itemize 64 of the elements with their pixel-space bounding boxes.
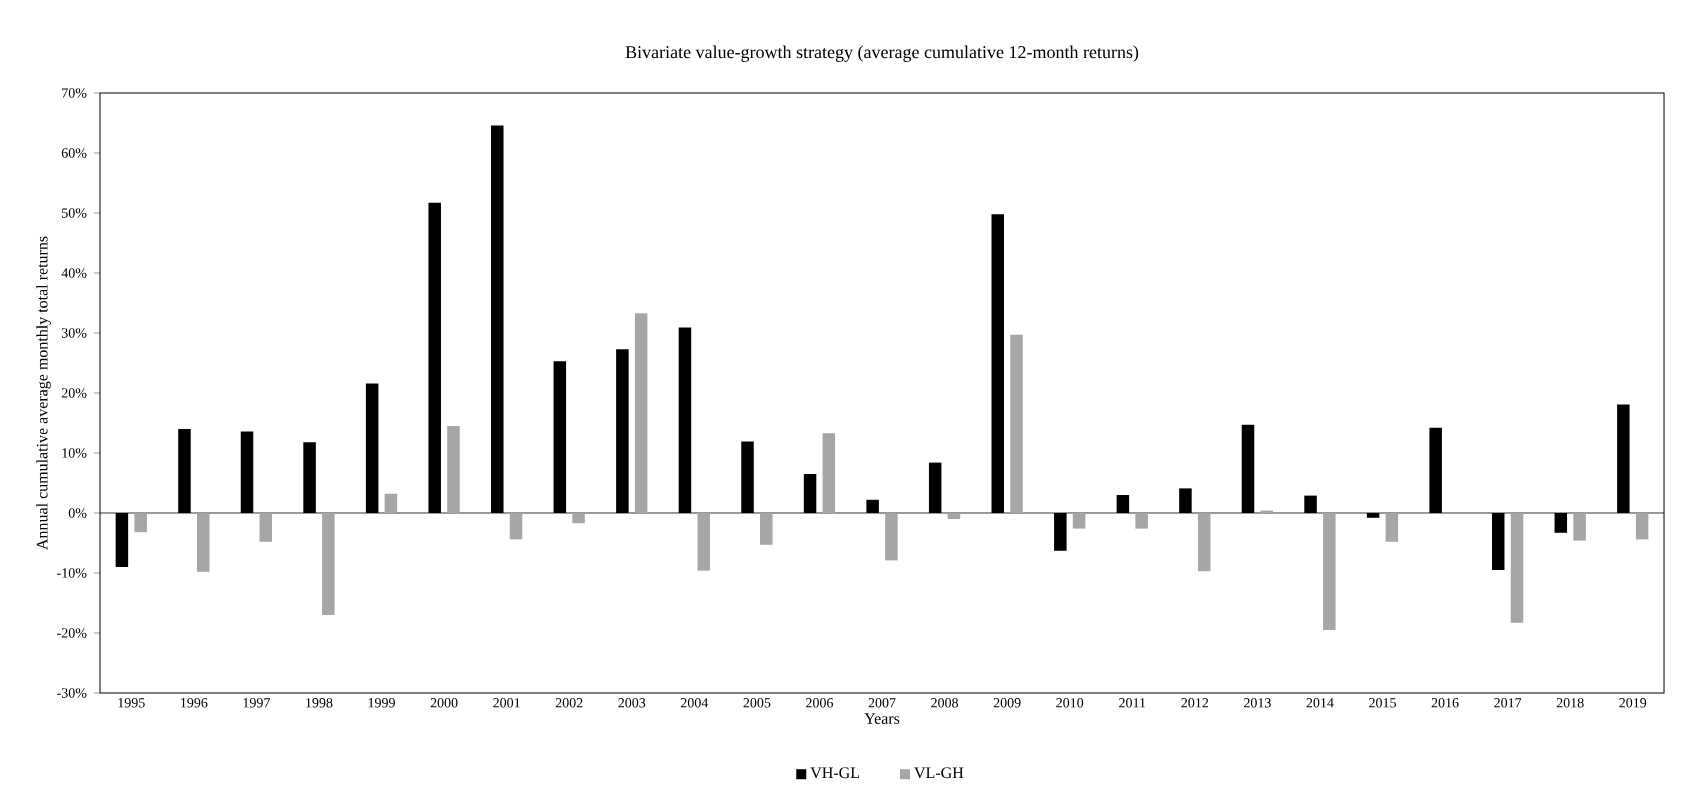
- bar: [572, 513, 585, 524]
- x-tick-label: 2017: [1494, 698, 1522, 708]
- x-tick-label: 1998: [306, 698, 333, 708]
- x-tick-label: 2019: [1619, 698, 1647, 708]
- y-tick-label: -10%: [57, 568, 87, 578]
- bar: [1635, 513, 1649, 540]
- bar: [697, 513, 710, 571]
- x-tick-label: 2004: [680, 698, 709, 708]
- bar: [134, 513, 147, 533]
- x-axis-title: Years: [864, 713, 900, 724]
- x-tick-label: 2005: [743, 698, 771, 708]
- y-axis-title: Annual cumulative average monthly total returns: [36, 236, 51, 550]
- y-tick-label: -30%: [57, 688, 87, 698]
- bar: [1135, 513, 1148, 529]
- bar: [384, 493, 398, 513]
- bar: [322, 513, 335, 615]
- legend-label: VH-GL: [810, 767, 860, 779]
- bar: [1010, 334, 1023, 513]
- bar: [634, 313, 648, 513]
- x-tick-label: 2015: [1369, 698, 1396, 708]
- bar: [1072, 513, 1086, 529]
- bar: [1573, 513, 1586, 541]
- bar: [259, 513, 273, 542]
- bar: [947, 513, 961, 519]
- bar: [1197, 513, 1211, 572]
- bar: [1510, 513, 1524, 623]
- y-tick-label: -20%: [57, 628, 87, 638]
- bar: [1385, 513, 1399, 542]
- x-tick-label: 2011: [1119, 698, 1146, 708]
- bar: [760, 513, 773, 545]
- x-tick-label: 1996: [181, 698, 208, 708]
- x-tick-label: 2013: [1244, 698, 1271, 708]
- x-tick-label: 2008: [931, 698, 959, 708]
- y-tick-label: 70%: [62, 88, 87, 98]
- x-tick-label: 2018: [1556, 698, 1584, 708]
- chart-title: Bivariate value-growth strategy (average cumulative 12-month returns): [625, 45, 1139, 62]
- y-tick-label: 10%: [62, 448, 87, 458]
- x-tick-label: 1995: [118, 698, 145, 708]
- bar: [509, 513, 523, 540]
- x-tick-label: 2001: [493, 698, 520, 708]
- x-tick-label: 1999: [368, 698, 395, 708]
- y-tick-label: 50%: [62, 208, 87, 218]
- y-tick-label: 60%: [61, 148, 87, 158]
- x-tick-label: 2000: [430, 698, 458, 708]
- y-tick-label: 0%: [68, 508, 87, 518]
- bar: [885, 513, 898, 561]
- y-tick-label: 40%: [61, 268, 87, 278]
- y-tick-label: 20%: [61, 388, 87, 398]
- x-tick-label: 2014: [1306, 698, 1334, 708]
- x-tick-label: 2003: [618, 698, 646, 708]
- bar: [1323, 513, 1336, 630]
- y-tick-label: 30%: [61, 328, 87, 338]
- bar: [822, 433, 836, 513]
- x-tick-label: 1997: [243, 698, 270, 708]
- bar: [447, 425, 460, 513]
- x-tick-label: 2009: [993, 698, 1021, 708]
- x-tick-label: 2010: [1056, 698, 1084, 708]
- x-tick-label: 2006: [806, 698, 834, 708]
- x-tick-label: 2016: [1431, 698, 1459, 708]
- x-tick-label: 2002: [555, 698, 583, 708]
- x-tick-label: 2012: [1181, 698, 1209, 708]
- legend-label: VL-GH: [914, 767, 964, 779]
- x-tick-label: 2007: [868, 698, 896, 708]
- bar: [196, 513, 210, 572]
